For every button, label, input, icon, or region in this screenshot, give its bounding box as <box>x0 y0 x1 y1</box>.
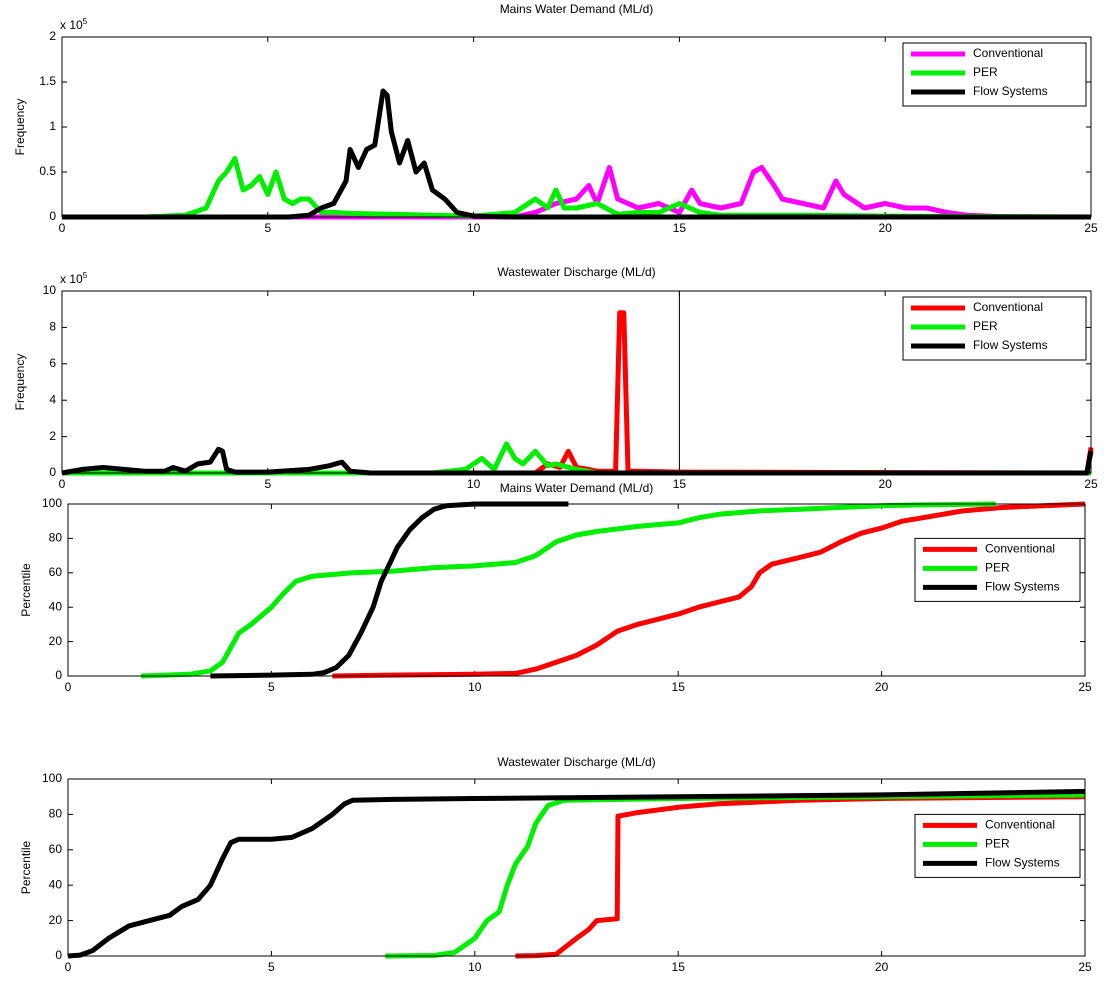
legend-label: PER <box>985 561 1010 575</box>
y-tick-label: 40 <box>49 877 63 891</box>
x-tick-label: 0 <box>59 477 66 491</box>
plot-frame <box>61 36 1092 218</box>
y-multiplier: x 105 <box>60 17 88 32</box>
x-tick-label: 5 <box>264 477 271 491</box>
chart-title: Mains Water Demand (ML/d) <box>500 481 654 495</box>
x-tick-label: 0 <box>59 221 66 235</box>
y-tick-label: 0.5 <box>39 164 56 178</box>
plot-frame <box>67 503 1086 677</box>
y-tick-label: 100 <box>42 771 62 785</box>
x-tick-label: 15 <box>673 477 687 491</box>
y-tick-label: 80 <box>49 807 63 821</box>
y-tick-label: 60 <box>49 842 63 856</box>
multiplier-base: x 10 <box>60 18 83 32</box>
y-tick-label: 40 <box>49 599 63 613</box>
legend-label: Flow Systems <box>985 580 1060 594</box>
legend-label: Flow Systems <box>973 84 1048 98</box>
chart-title: Wastewater Discharge (ML/d) <box>497 265 655 279</box>
y-axis-label: Percentile <box>19 841 33 895</box>
y-tick-label: 20 <box>49 634 63 648</box>
legend-label: PER <box>973 319 998 333</box>
x-tick-label: 25 <box>1078 960 1092 974</box>
x-tick-label: 25 <box>1084 477 1098 491</box>
data-line <box>332 501 1086 679</box>
data-line <box>515 794 1086 959</box>
chart-title: Wastewater Discharge (ML/d) <box>497 755 655 769</box>
legend-label: Flow Systems <box>985 856 1060 870</box>
multiplier-exponent: 5 <box>83 17 88 26</box>
x-tick-label: 0 <box>65 960 72 974</box>
y-tick-label: 20 <box>49 913 63 927</box>
multiplier-base: x 10 <box>60 272 83 286</box>
data-line <box>210 501 569 679</box>
legend-label: Conventional <box>985 818 1055 832</box>
x-tick-label: 20 <box>879 477 893 491</box>
y-tick-label: 0 <box>49 465 56 479</box>
data-line <box>62 88 1091 220</box>
x-tick-label: 15 <box>672 960 686 974</box>
y-tick-label: 60 <box>49 565 63 579</box>
y-tick-label: 0 <box>55 948 62 962</box>
y-tick-label: 8 <box>49 320 56 334</box>
x-tick-label: 25 <box>1078 680 1092 694</box>
y-tick-label: 6 <box>49 356 56 370</box>
legend-label: PER <box>985 837 1010 851</box>
y-tick-label: 2 <box>49 29 56 43</box>
y-tick-label: 0 <box>49 209 56 223</box>
x-tick-label: 25 <box>1084 221 1098 235</box>
plot-frame <box>61 290 1092 474</box>
x-tick-label: 20 <box>879 221 893 235</box>
y-tick-label: 1.5 <box>39 74 56 88</box>
multiplier-exponent: 5 <box>83 271 88 280</box>
chart-title: Mains Water Demand (ML/d) <box>500 2 654 16</box>
x-tick-label: 15 <box>672 680 686 694</box>
x-tick-label: 10 <box>468 960 482 974</box>
x-tick-label: 20 <box>875 680 889 694</box>
y-tick-label: 1 <box>49 119 56 133</box>
x-tick-label: 5 <box>264 221 271 235</box>
y-axis-label: Frequency <box>13 99 27 156</box>
data-line <box>67 788 1086 959</box>
y-tick-label: 2 <box>49 429 56 443</box>
x-tick-label: 10 <box>467 477 481 491</box>
data-line <box>62 165 1091 220</box>
y-axis-label: Frequency <box>13 354 27 411</box>
x-tick-label: 10 <box>468 680 482 694</box>
y-tick-label: 0 <box>55 668 62 682</box>
x-tick-label: 5 <box>268 960 275 974</box>
x-tick-label: 10 <box>467 221 481 235</box>
legend-label: Flow Systems <box>973 338 1048 352</box>
data-line <box>141 501 996 679</box>
x-tick-label: 0 <box>65 680 72 694</box>
legend-label: Conventional <box>973 46 1043 60</box>
y-tick-label: 100 <box>42 496 62 510</box>
y-tick-label: 80 <box>49 531 63 545</box>
y-tick-label: 4 <box>49 392 56 406</box>
y-tick-label: 10 <box>43 283 57 297</box>
x-tick-label: 5 <box>268 680 275 694</box>
legend-label: PER <box>973 65 998 79</box>
data-line <box>62 156 1092 220</box>
data-line <box>61 446 1094 476</box>
y-multiplier: x 105 <box>60 271 88 286</box>
y-axis-label: Percentile <box>19 563 33 617</box>
x-tick-label: 15 <box>673 221 687 235</box>
data-line <box>62 441 1091 476</box>
legend-label: Conventional <box>985 542 1055 556</box>
legend-label: Conventional <box>973 300 1043 314</box>
x-tick-label: 20 <box>875 960 889 974</box>
plot-frame <box>67 778 1086 957</box>
